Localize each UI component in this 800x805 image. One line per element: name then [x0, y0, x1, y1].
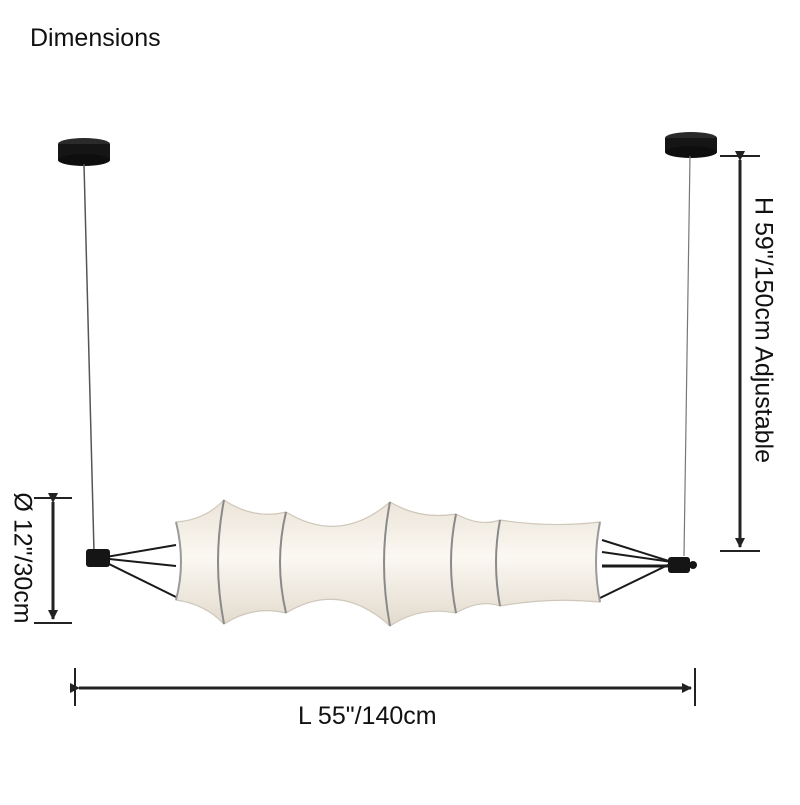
right-end-bracket	[599, 539, 697, 599]
height-label: H 59"/150cm Adjustable	[749, 197, 778, 463]
left-ceiling-canopy	[58, 138, 110, 166]
lamp-shade	[175, 499, 601, 627]
diameter-label: Ø 12"/30cm	[8, 492, 37, 624]
page-title: Dimensions	[30, 24, 161, 52]
height-dimension-line	[720, 151, 760, 552]
length-dimension-line	[70, 668, 696, 706]
diameter-dimension-line	[34, 493, 72, 624]
length-label: L 55"/140cm	[298, 702, 437, 730]
right-suspension-wire	[683, 155, 691, 557]
left-end-bracket	[86, 544, 179, 599]
right-ceiling-canopy	[665, 132, 717, 158]
left-suspension-wire	[83, 163, 95, 553]
